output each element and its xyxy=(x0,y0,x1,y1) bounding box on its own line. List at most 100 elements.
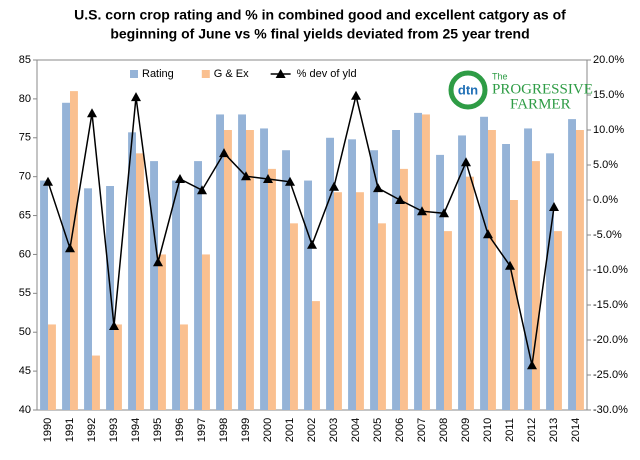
bar xyxy=(436,154,444,410)
marker xyxy=(153,257,163,267)
x-tick-label: 2011 xyxy=(504,418,516,442)
bar xyxy=(488,130,496,410)
bar xyxy=(136,153,144,411)
chart-title: U.S. corn crop rating and % in combined … xyxy=(74,7,566,23)
bar xyxy=(224,130,232,410)
x-tick-label: 1990 xyxy=(42,418,54,442)
bar xyxy=(546,153,554,411)
chart-title: beginning of June vs % final yields devi… xyxy=(110,26,529,42)
marker xyxy=(351,90,361,100)
bar xyxy=(282,150,290,410)
bar xyxy=(312,301,320,410)
bar xyxy=(568,119,576,410)
marker xyxy=(87,108,97,118)
x-tick-label: 1997 xyxy=(196,418,208,442)
bar xyxy=(510,200,518,410)
line xyxy=(47,95,555,366)
bar xyxy=(356,192,364,410)
bar xyxy=(554,231,562,410)
bar xyxy=(414,112,422,410)
x-tick-label: 2008 xyxy=(438,418,450,442)
marker xyxy=(505,260,515,270)
y-tick-label: 80 xyxy=(19,93,31,105)
logo-text: FARMER xyxy=(510,96,571,112)
x-tick-label: 2005 xyxy=(372,418,384,442)
bar xyxy=(532,161,540,410)
logo-badge: dtn xyxy=(458,82,478,97)
x-tick-label: 1995 xyxy=(152,418,164,442)
x-tick-label: 2003 xyxy=(328,418,340,442)
bar xyxy=(444,231,452,410)
bar xyxy=(92,355,100,410)
bar xyxy=(422,114,430,410)
marker xyxy=(395,195,405,204)
y2-tick-label: 10.0% xyxy=(593,124,624,136)
bar xyxy=(48,324,56,410)
bar xyxy=(370,150,378,410)
x-tick-label: 2013 xyxy=(548,418,560,442)
marker xyxy=(175,174,185,183)
bar xyxy=(84,188,92,410)
y2-tick-label: -15.0% xyxy=(593,299,628,311)
y2-tick-label: -20.0% xyxy=(593,334,628,346)
x-tick-label: 2004 xyxy=(350,418,362,442)
y-tick-label: 50 xyxy=(19,326,31,338)
marker xyxy=(549,202,559,211)
y2-tick-label: -10.0% xyxy=(593,264,628,276)
y-tick-label: 55 xyxy=(19,287,31,299)
y2-tick-label: 15.0% xyxy=(593,89,624,101)
bar xyxy=(128,132,136,411)
legend-swatch xyxy=(201,70,210,78)
marker xyxy=(65,243,75,253)
marker xyxy=(329,181,339,191)
logo-text: PROGRESSIVE xyxy=(492,81,593,97)
y2-tick-label: -25.0% xyxy=(593,369,628,381)
bar xyxy=(480,116,488,411)
marker xyxy=(219,148,229,158)
bar xyxy=(268,168,276,410)
bar xyxy=(172,180,180,410)
y2-tick-label: -30.0% xyxy=(593,404,628,416)
x-tick-label: 2006 xyxy=(394,418,406,442)
legend-label: Rating xyxy=(142,68,174,80)
x-tick-label: 1996 xyxy=(174,418,186,442)
x-tick-label: 1992 xyxy=(86,418,98,442)
bar xyxy=(260,128,268,410)
y2-tick-label: 20.0% xyxy=(593,54,624,66)
bar xyxy=(502,144,510,410)
bar xyxy=(202,254,210,410)
x-tick-label: 2012 xyxy=(526,418,538,442)
marker xyxy=(483,229,493,239)
bar xyxy=(576,130,584,410)
legend-swatch xyxy=(275,69,286,78)
x-tick-label: 2010 xyxy=(482,418,494,442)
x-tick-label: 2002 xyxy=(306,418,318,442)
bar xyxy=(106,186,114,410)
y2-tick-label: 0.0% xyxy=(593,194,618,206)
marker xyxy=(131,92,141,102)
marker xyxy=(461,157,471,167)
bar xyxy=(348,139,356,411)
x-tick-label: 2007 xyxy=(416,418,428,442)
bar xyxy=(194,161,202,410)
y-tick-label: 60 xyxy=(19,248,31,260)
bar xyxy=(466,176,474,410)
bar xyxy=(180,324,188,410)
marker xyxy=(439,208,449,218)
bar xyxy=(400,168,408,410)
legend-label: G & Ex xyxy=(214,68,249,80)
bar xyxy=(304,180,312,410)
bar xyxy=(62,102,70,411)
x-tick-label: 2009 xyxy=(460,418,472,442)
bar xyxy=(290,223,298,410)
legend-swatch xyxy=(130,70,138,78)
bar xyxy=(378,223,386,410)
bar xyxy=(158,254,166,410)
bar xyxy=(216,114,224,410)
bar xyxy=(246,130,254,410)
marker xyxy=(109,321,119,330)
bar xyxy=(458,135,466,410)
y-tick-label: 40 xyxy=(19,404,31,416)
y-tick-label: 65 xyxy=(19,209,31,221)
